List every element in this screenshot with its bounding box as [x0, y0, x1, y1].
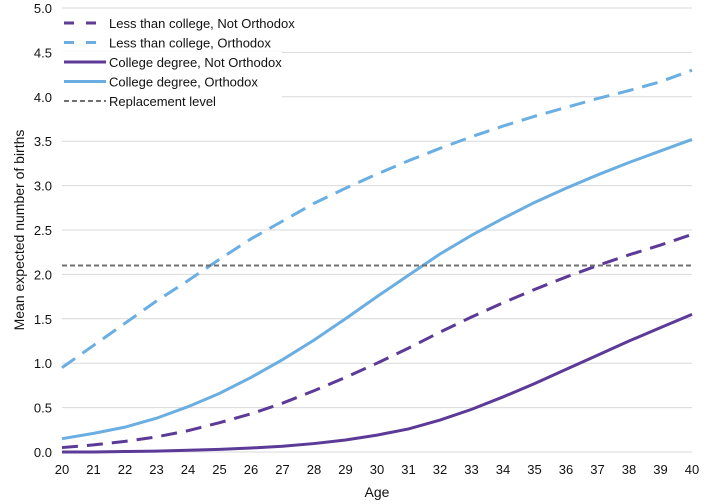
x-tick-label: 34	[496, 462, 510, 477]
x-tick-label: 29	[338, 462, 352, 477]
legend-bg	[62, 71, 282, 90]
legend-entry: Less than college, Not Orthodox	[109, 16, 295, 31]
x-axis-label: Age	[365, 484, 390, 500]
legend-bg	[62, 13, 282, 31]
series-line-0	[61, 233, 693, 450]
y-tick-label: 4.0	[34, 90, 52, 105]
x-tick-label: 40	[685, 462, 699, 477]
x-tick-label: 24	[181, 462, 195, 477]
legend-bg	[62, 32, 282, 51]
y-tick-label: 0.5	[34, 401, 52, 416]
y-axis-label: Mean expected number of births	[11, 130, 27, 331]
y-tick-label: 3.0	[34, 179, 52, 194]
y-tick-label: 4.5	[34, 45, 52, 60]
x-tick-label: 27	[275, 462, 289, 477]
x-tick-label: 20	[55, 462, 69, 477]
y-tick-label: 1.0	[34, 356, 52, 371]
y-tick-label: 2.0	[34, 267, 52, 282]
legend-entry: Less than college, Orthodox	[109, 36, 271, 51]
x-tick-label: 22	[118, 462, 132, 477]
x-tick-label: 31	[401, 462, 415, 477]
series-line-3	[61, 138, 693, 441]
x-tick-label: 39	[653, 462, 667, 477]
legend-entry: College degree, Not Orthodox	[109, 55, 282, 70]
x-tick-label: 33	[464, 462, 478, 477]
x-tick-label: 35	[527, 462, 541, 477]
x-tick-label: 30	[370, 462, 384, 477]
x-tick-label: 36	[559, 462, 573, 477]
series-line-1	[61, 68, 693, 369]
y-tick-label: 5.0	[34, 1, 52, 16]
x-tick-label: 37	[590, 462, 604, 477]
x-tick-label: 28	[307, 462, 321, 477]
y-tick-label: 2.5	[34, 223, 52, 238]
x-tick-label: 38	[622, 462, 636, 477]
x-tick-label: 26	[244, 462, 258, 477]
legend-entry: College degree, Orthodox	[109, 75, 258, 90]
x-tick-label: 32	[433, 462, 447, 477]
x-tick-label: 21	[86, 462, 100, 477]
legend-bg	[62, 52, 282, 70]
y-tick-label: 1.5	[34, 312, 52, 327]
legend-bg	[62, 91, 282, 109]
legend-entry: Replacement level	[109, 94, 216, 109]
x-tick-label: 25	[212, 462, 226, 477]
series-line-2	[62, 312, 693, 454]
y-tick-label: 0.0	[34, 445, 52, 460]
y-tick-label: 3.5	[34, 134, 52, 149]
x-tick-label: 23	[149, 462, 163, 477]
